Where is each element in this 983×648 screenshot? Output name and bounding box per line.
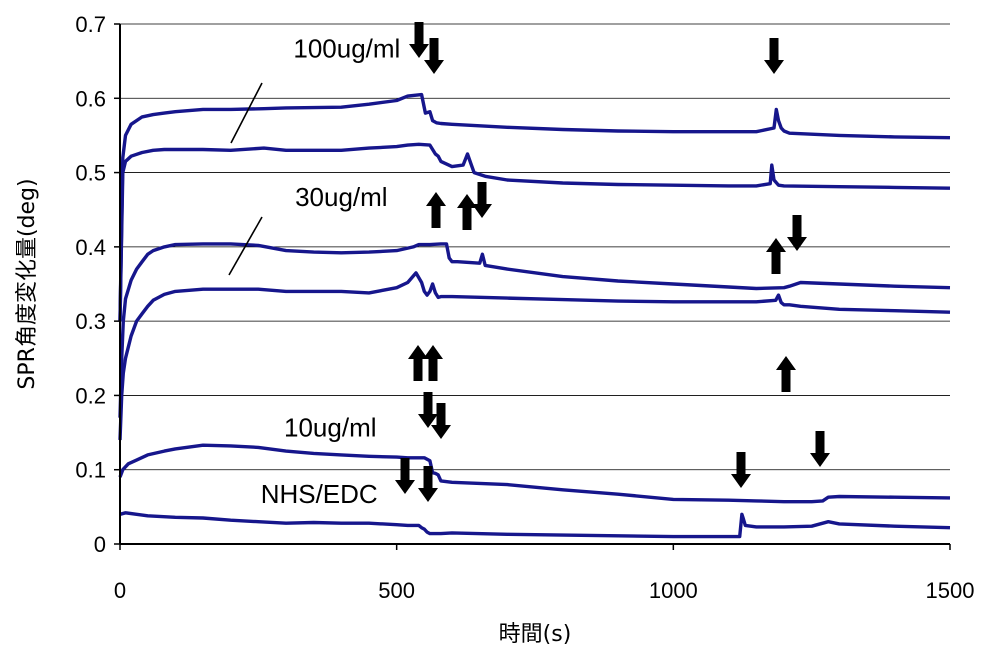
x-tick-label: 500 [378,578,415,603]
arrow-down-icon [431,403,451,439]
arrow-down-icon [472,182,492,218]
y-tick-label: 0.3 [75,309,106,334]
annotation-label: NHS/EDC [261,479,378,509]
y-tick-label: 0 [94,532,106,557]
y-tick-label: 0.5 [75,161,106,186]
arrow-up-icon [776,356,796,392]
annotation-label: 10ug/ml [284,412,377,442]
arrow-down-icon [395,458,415,494]
leader-line-30 [228,216,263,276]
y-tick-label: 0.1 [75,458,106,483]
tick-labels: 0 0.1 0.2 0.3 0.4 0.5 0.6 0.7 0 500 1000 1500 [75,12,974,603]
arrow-down-icon [731,452,751,488]
x-tick-label: 0 [114,578,126,603]
arrow-up-icon [457,194,477,230]
event-arrows [395,22,830,502]
leader-line-100 [230,82,263,144]
arrow-up-icon [426,192,446,228]
annotation-label: 30ug/ml [295,182,388,212]
arrow-up-icon [766,238,786,274]
arrow-up-icon [408,345,428,381]
series-line-4 [118,271,951,441]
arrow-down-icon [418,392,438,428]
series-lines [118,92,951,539]
arrow-down-icon [764,38,784,74]
x-tick-label: 1500 [926,578,975,603]
arrow-down-icon [787,215,807,251]
y-axis-title: SPR角度変化量(deg) [15,178,40,389]
x-axis-title: 時間(s) [499,622,572,647]
y-tick-label: 0.7 [75,12,106,37]
arrow-down-icon [424,38,444,74]
y-tick-label: 0.6 [75,86,106,111]
y-tick-label: 0.4 [75,235,106,260]
arrow-down-icon [418,466,438,502]
arrow-up-icon [423,345,443,381]
annotations: 100ug/ml 30ug/ml 10ug/ml NHS/EDC [261,33,401,509]
series-line-2 [118,142,951,322]
series-line-1 [118,92,951,322]
arrow-down-icon [810,431,830,467]
series-line-6 [119,511,951,539]
x-tick-label: 1000 [649,578,698,603]
arrow-down-icon [409,22,429,58]
annotation-label: 100ug/ml [293,33,400,63]
callouts [228,82,263,276]
axes [119,24,950,545]
series-line-3 [118,242,951,418]
y-tick-label: 0.2 [75,383,106,408]
